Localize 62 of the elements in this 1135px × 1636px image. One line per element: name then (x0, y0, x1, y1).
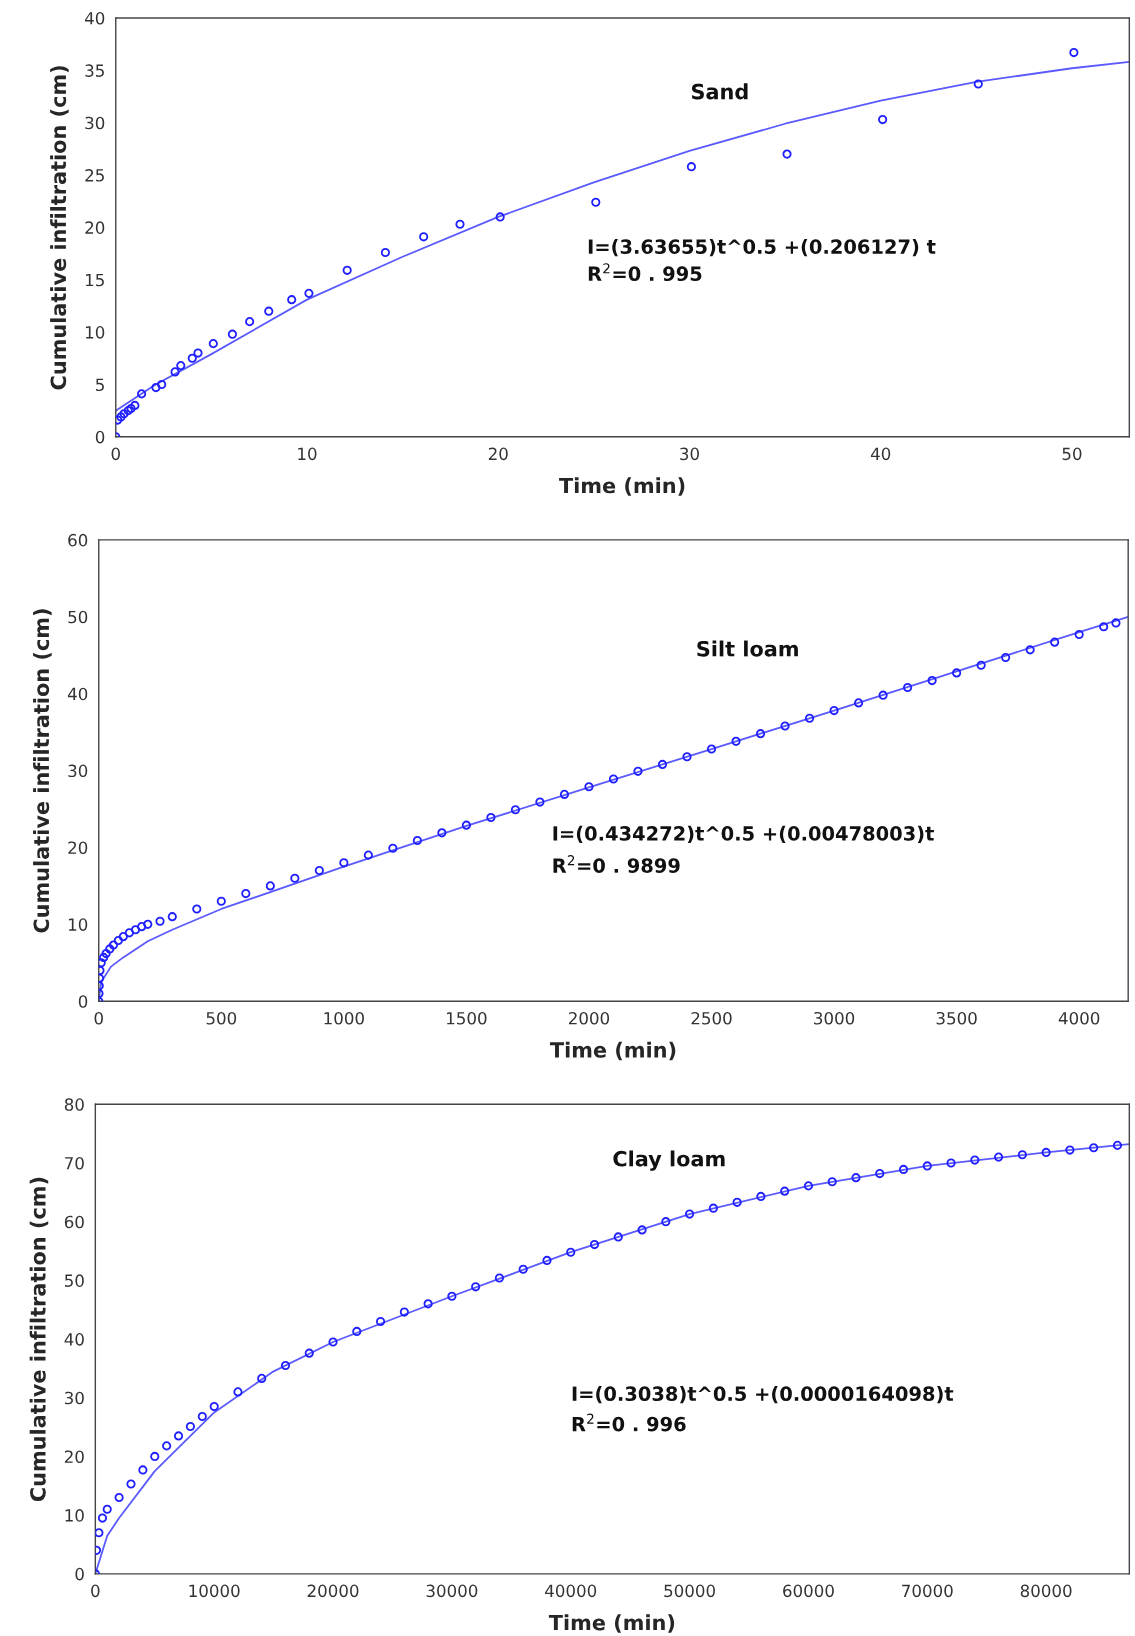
x-tick-label: 0 (111, 447, 120, 461)
x-tick-label: 40 (870, 447, 891, 461)
y-axis-title: Cumulative infiltration (cm) (29, 1177, 49, 1502)
annotation: I=(0.3038)t^0.5 +(0.0000164098)t (572, 1386, 954, 1404)
y-tick-label: 30 (64, 1391, 84, 1405)
y-tick-label: 30 (68, 764, 88, 778)
x-tick-label: 20 (488, 447, 508, 461)
y-tick-label: 5 (96, 378, 104, 392)
y-tick-label: 15 (85, 273, 104, 287)
x-tick-label: 50000 (664, 1584, 715, 1598)
y-tick-label: 35 (85, 64, 104, 77)
y-tick-label: 10 (68, 918, 88, 931)
x-tick-label: 40000 (545, 1584, 597, 1598)
y-tick-label: 30 (85, 116, 105, 130)
y-tick-label: 20 (85, 221, 105, 234)
annotation: I=(3.63655)t^0.5 +(0.206127) t (588, 238, 936, 257)
annotation: R$^{2}$=0 . 996 (572, 1413, 686, 1432)
y-tick-label: 40 (67, 687, 88, 701)
x-axis-title: Time (min) (559, 477, 685, 496)
x-tick-label: 10 (298, 447, 317, 461)
y-tick-label: 40 (84, 11, 105, 25)
annotation: Sand (691, 83, 748, 100)
x-tick-label: 60000 (783, 1584, 834, 1598)
x-tick-label: 1500 (447, 1011, 487, 1025)
x-tick-label: 20000 (307, 1584, 359, 1598)
x-axis-title: Time (min) (548, 1614, 675, 1633)
x-tick-label: 30 (680, 447, 699, 461)
x-tick-label: 2500 (691, 1011, 732, 1025)
y-tick-label: 50 (68, 610, 88, 624)
x-tick-label: 50 (1062, 447, 1082, 461)
x-tick-label: 80000 (1020, 1584, 1072, 1598)
y-tick-label: 60 (64, 1215, 84, 1229)
y-tick-label: 20 (68, 841, 88, 855)
annotation: R$^{2}$=0 . 995 (588, 263, 702, 282)
y-tick-label: 0 (78, 995, 88, 1008)
y-tick-label: 20 (64, 1450, 84, 1464)
x-tick-label: 500 (206, 1011, 237, 1025)
y-tick-label: 40 (64, 1333, 84, 1346)
annotation: R$^{2}$=0 . 9899 (553, 855, 680, 873)
x-tick-label: 3500 (936, 1011, 977, 1025)
y-tick-label: 50 (65, 1274, 84, 1287)
x-tick-label: 1000 (324, 1011, 364, 1025)
y-tick-label: 80 (64, 1098, 84, 1111)
y-axis-title: Cumulative infiltration (cm) (50, 66, 69, 390)
y-axis-title: Cumulative infiltration (cm) (33, 609, 52, 933)
annotation: Silt loam (697, 640, 798, 657)
y-tick-label: 60 (68, 533, 88, 547)
y-tick-label: 0 (75, 1567, 84, 1581)
y-tick-label: 0 (95, 430, 105, 444)
x-tick-label: 2000 (568, 1011, 610, 1025)
annotation: I=(0.434272)t^0.5 +(0.00478003)t (553, 825, 934, 844)
annotation: Clay loam (613, 1150, 725, 1171)
y-tick-label: 10 (85, 326, 105, 339)
x-tick-label: 30000 (426, 1584, 478, 1598)
x-tick-label: 70000 (902, 1584, 953, 1598)
x-axis-title: Time (min) (549, 1041, 676, 1061)
x-tick-label: 4000 (1058, 1011, 1100, 1025)
y-tick-label: 25 (85, 169, 104, 182)
x-tick-label: 10000 (189, 1584, 240, 1598)
y-tick-label: 10 (65, 1509, 84, 1522)
x-tick-label: 3000 (814, 1011, 855, 1025)
y-tick-label: 70 (65, 1156, 84, 1170)
